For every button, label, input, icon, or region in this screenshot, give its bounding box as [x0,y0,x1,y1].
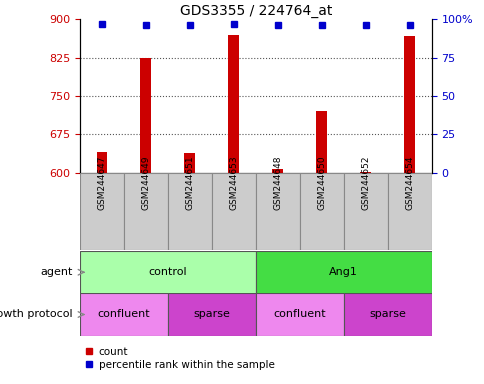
Bar [167,173,212,250]
Bar [256,173,299,250]
Title: GDS3355 / 224764_at: GDS3355 / 224764_at [179,4,332,18]
Text: GSM244652: GSM244652 [361,155,369,210]
Bar [80,251,256,294]
Bar [228,35,239,173]
Text: agent: agent [41,267,73,277]
Legend: count, percentile rank within the sample: count, percentile rank within the sample [85,347,274,370]
Bar [167,293,256,336]
Bar [343,293,431,336]
Text: confluent: confluent [273,310,325,319]
Text: GSM244648: GSM244648 [273,155,282,210]
Bar [360,172,370,173]
Bar [140,58,151,173]
Text: GSM244647: GSM244647 [97,155,106,210]
Bar [256,251,431,294]
Bar [80,293,167,336]
Bar [256,293,343,336]
Bar [96,152,107,173]
Text: GSM244651: GSM244651 [185,155,194,210]
Bar [124,173,167,250]
Text: confluent: confluent [97,310,150,319]
Bar [272,169,283,173]
Bar [387,173,431,250]
Text: GSM244650: GSM244650 [317,155,326,210]
Bar [403,36,414,173]
Text: GSM244653: GSM244653 [229,155,238,210]
Text: growth protocol: growth protocol [0,310,73,319]
Text: Ang1: Ang1 [329,267,358,277]
Bar [80,173,124,250]
Text: GSM244654: GSM244654 [404,155,413,210]
Text: GSM244649: GSM244649 [141,155,150,210]
Bar [316,111,327,173]
Text: sparse: sparse [193,310,230,319]
Text: control: control [148,267,187,277]
Text: sparse: sparse [368,310,405,319]
Bar [343,173,387,250]
Bar [184,153,195,173]
Bar [212,173,256,250]
Bar [299,173,343,250]
